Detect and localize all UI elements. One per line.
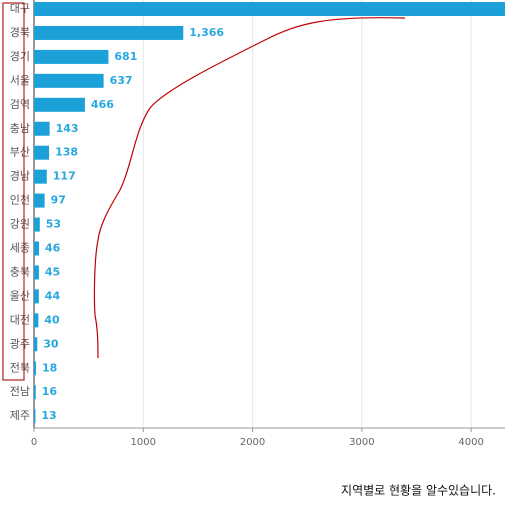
y-tick-label: 경북 [10,26,30,39]
x-tick-label: 1000 [131,437,156,448]
bar [34,385,36,400]
data-label: 16 [42,385,58,398]
data-label: 681 [114,50,137,63]
data-label: 40 [44,313,60,326]
y-tick-label: 광주 [10,337,30,350]
bar [34,169,47,184]
data-label: 30 [43,337,59,350]
y-tick-label: 부산 [10,146,30,159]
x-tick-label: 4000 [458,437,483,448]
data-label: 53 [46,218,61,231]
y-tick-label: 충북 [10,265,30,278]
x-tick-label: 3000 [349,437,374,448]
y-tick-label: 울산 [10,289,30,302]
bar [34,289,39,304]
y-tick-label: 검역 [10,98,30,111]
y-tick-label: 전북 [10,361,30,374]
bar [34,121,50,136]
bar [34,145,50,160]
bar [34,265,39,280]
data-label: 97 [51,194,66,207]
y-tick-label: 세종 [10,242,30,255]
y-tick-label: 대구 [10,2,30,15]
x-tick-label: 0 [31,437,37,448]
data-label: 18 [42,361,57,374]
y-tick-label: 경남 [10,170,30,183]
data-label: 117 [53,170,76,183]
y-tick-label: 인천 [10,193,30,207]
x-tick-label: 2000 [240,437,265,448]
annotation-curve [93,17,406,359]
bar [34,409,36,424]
bar [34,313,39,328]
y-tick-label: 강원 [10,218,30,231]
bar [34,361,36,376]
bar [34,25,184,40]
bar [34,217,40,232]
bar [34,49,109,64]
y-tick-label: 서울 [10,74,30,87]
annotation: 지역별로 현황을 알수있습니다. [341,484,496,498]
data-label: 44 [45,289,61,302]
y-tick-label: 제주 [10,409,30,422]
data-label: 143 [56,122,79,135]
y-tick-label: 충남 [10,122,30,135]
bar [34,241,40,256]
y-tick-label: 경기 [10,50,30,63]
data-label: 466 [91,98,114,111]
data-label: 637 [110,74,133,87]
y-tick-label: 전남 [10,385,30,398]
bar [34,2,505,16]
bar [34,97,85,112]
bar [34,193,45,208]
data-label: 45 [45,265,60,278]
bar [34,73,104,88]
y-tick-label: 대전 [10,313,30,326]
bar [34,337,38,352]
data-label: 13 [41,409,56,422]
data-label: 46 [45,242,61,255]
data-label: 1,366 [189,26,224,39]
data-label: 138 [55,146,78,159]
highlight-box [2,2,25,381]
